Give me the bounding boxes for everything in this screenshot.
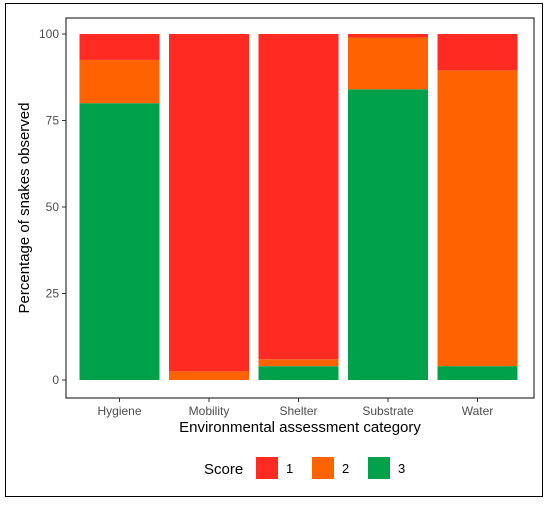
bar-hygiene-score-1 <box>79 34 160 60</box>
bar-substrate-score-3 <box>348 89 428 381</box>
bar-mobility-score-1 <box>169 34 249 372</box>
bar-substrate-score-1 <box>348 34 428 38</box>
legend: Score 1 2 3 <box>204 457 405 479</box>
y-tick-label: 0 <box>52 373 59 387</box>
legend-label-3: 3 <box>398 461 405 476</box>
x-tick-label-mobility: Mobility <box>189 404 230 418</box>
bar-water-score-1 <box>437 34 518 71</box>
y-axis-title: Percentage of snakes observed <box>16 103 33 314</box>
bar-water-score-3 <box>437 366 518 380</box>
y-tick-label: 50 <box>46 200 60 214</box>
x-tick-label-substrate: Substrate <box>362 404 414 418</box>
bar-shelter-score-2 <box>258 359 339 367</box>
bar-hygiene-score-2 <box>79 59 160 104</box>
y-tick-label: 100 <box>39 27 59 41</box>
legend-label-1: 1 <box>286 461 293 476</box>
bar-shelter-score-1 <box>258 34 339 360</box>
legend-key-1 <box>256 457 278 479</box>
legend-title: Score <box>204 461 243 478</box>
bar-water-score-2 <box>437 70 518 367</box>
y-tick-label: 75 <box>46 114 60 128</box>
x-tick-label-shelter: Shelter <box>279 404 317 418</box>
x-axis-title: Environmental assessment category <box>179 419 421 436</box>
bar-mobility-score-2 <box>169 371 249 380</box>
bar-hygiene-score-3 <box>79 103 160 380</box>
bar-shelter-score-3 <box>258 366 339 380</box>
bar-substrate-score-2 <box>348 37 428 90</box>
x-tick-label-water: Water <box>462 404 494 418</box>
legend-key-2 <box>312 457 334 479</box>
y-tick-label: 25 <box>46 287 60 301</box>
legend-label-2: 2 <box>342 461 349 476</box>
legend-key-3 <box>368 457 390 479</box>
x-tick-label-hygiene: Hygiene <box>97 404 141 418</box>
